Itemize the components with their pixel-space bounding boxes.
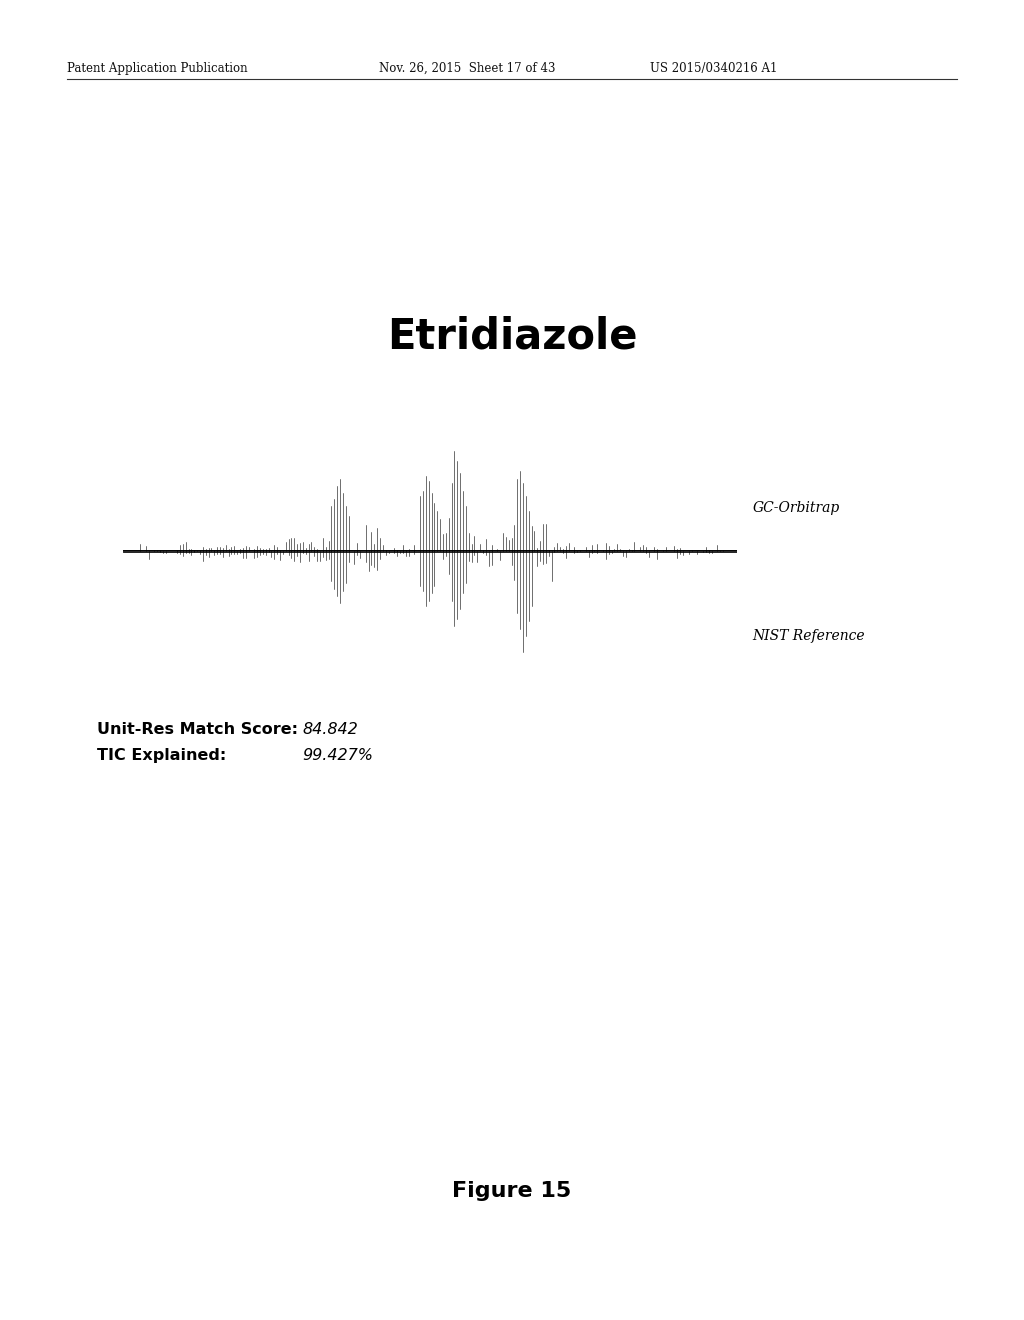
Text: Nov. 26, 2015  Sheet 17 of 43: Nov. 26, 2015 Sheet 17 of 43 [379, 62, 555, 75]
Text: Unit-Res Match Score:: Unit-Res Match Score: [97, 722, 298, 738]
Text: 84.842: 84.842 [302, 722, 357, 738]
Text: Patent Application Publication: Patent Application Publication [67, 62, 247, 75]
Text: TIC Explained:: TIC Explained: [97, 747, 226, 763]
Text: Figure 15: Figure 15 [453, 1180, 571, 1201]
Text: US 2015/0340216 A1: US 2015/0340216 A1 [650, 62, 777, 75]
Text: Etridiazole: Etridiazole [387, 315, 637, 358]
Text: NIST Reference: NIST Reference [753, 630, 865, 643]
Text: 99.427%: 99.427% [302, 747, 373, 763]
Text: GC-Orbitrap: GC-Orbitrap [753, 502, 840, 515]
